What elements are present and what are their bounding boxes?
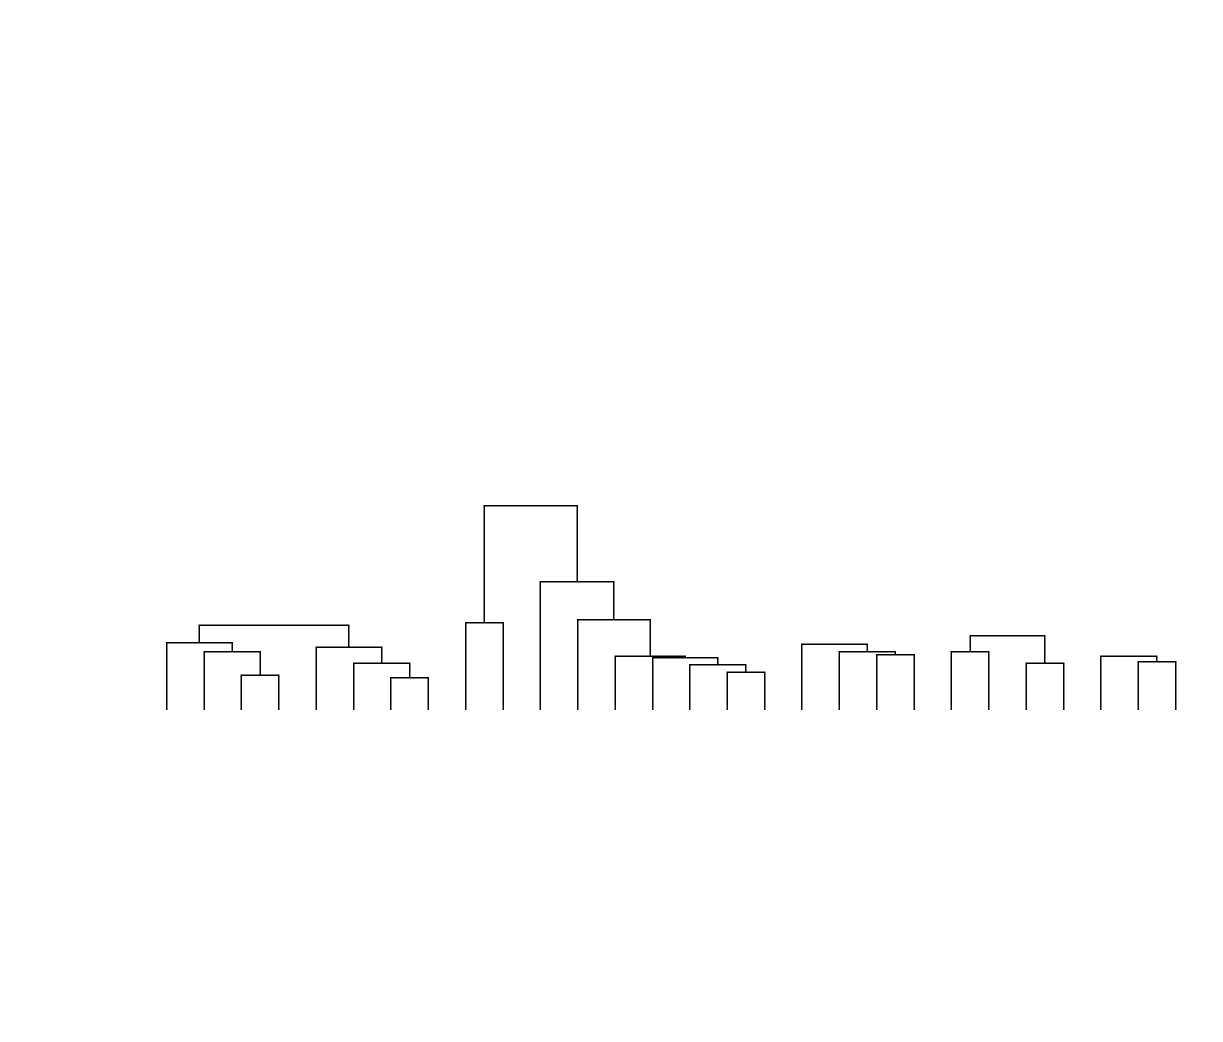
dendro-branch: [877, 655, 914, 710]
dendro-branch: [167, 643, 232, 710]
dendro-branch: [1101, 656, 1157, 710]
dendro-branch: [199, 625, 348, 647]
dendro-branch: [241, 675, 278, 710]
dendro-branch: [839, 652, 895, 710]
dendro-branch: [970, 636, 1045, 664]
dendro-branch: [484, 506, 577, 623]
dendro-branch: [1026, 663, 1063, 710]
dendro-branch: [578, 620, 650, 710]
dendro-branch: [316, 647, 381, 710]
dendro-branch: [727, 672, 764, 710]
dendro-branch: [1138, 662, 1175, 710]
dendro-branch: [802, 644, 867, 710]
dendro-branch: [615, 656, 685, 710]
dendrogram-plot: [0, 0, 1223, 1042]
dendro-branch: [391, 678, 428, 710]
dendro-branch: [466, 623, 503, 711]
dendro-branch: [951, 652, 988, 710]
dendro-branch: [204, 652, 260, 710]
dendro-branch: [354, 663, 410, 710]
